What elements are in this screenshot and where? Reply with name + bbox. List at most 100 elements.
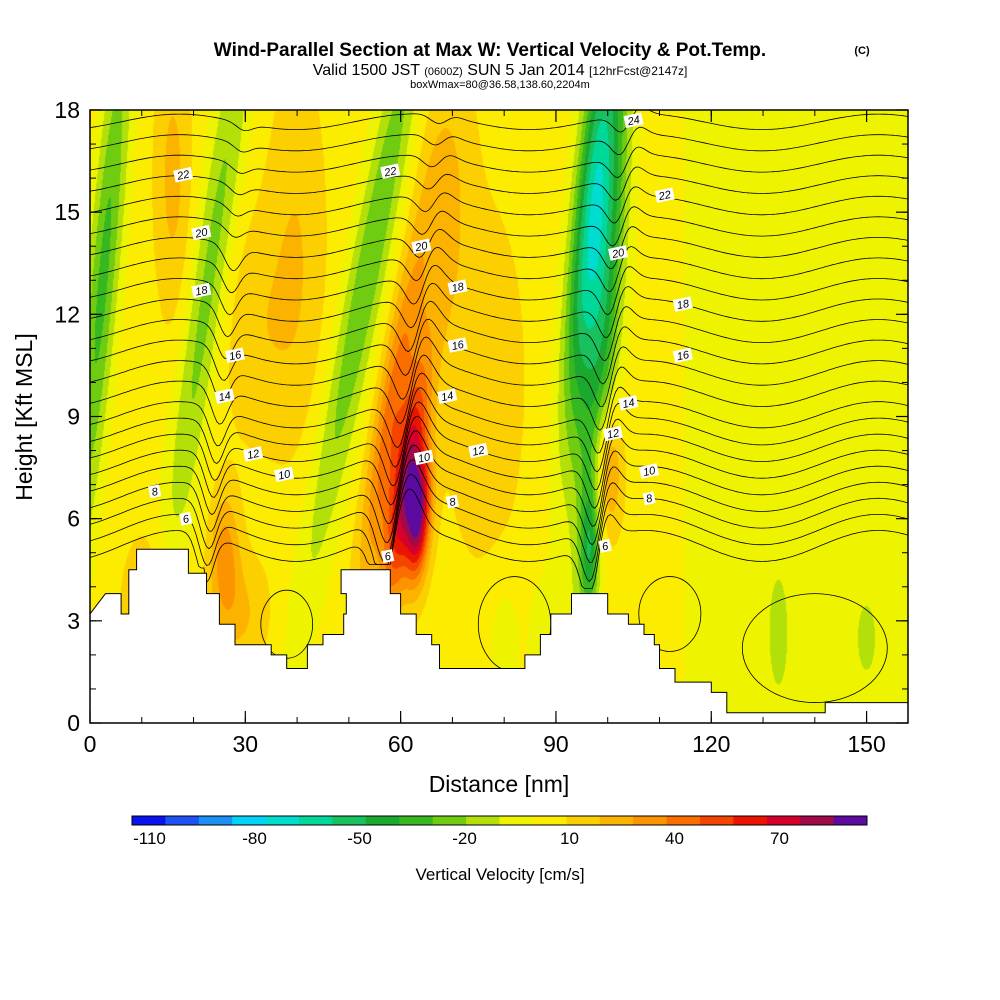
colorbar-tick-label: 70 [770, 829, 789, 848]
theta-contour-line [90, 186, 908, 224]
colorbar-swatch [299, 816, 333, 825]
colorbar-swatch [766, 816, 801, 825]
theta-label-box [148, 484, 162, 499]
colorbar-swatch [232, 816, 267, 825]
colorbar-swatch [332, 816, 367, 825]
theta-label-box [380, 163, 401, 180]
colorbar-swatch [432, 816, 467, 825]
colorbar-swatch [365, 816, 400, 825]
theta-label-box [274, 466, 295, 483]
theta-label-group: 16 [672, 347, 693, 363]
theta-contour-line [90, 226, 908, 272]
x-tick-label: 90 [543, 731, 569, 757]
y-tick-label: 0 [67, 710, 80, 736]
theta-label-box [173, 166, 194, 183]
y-tick-label: 18 [54, 97, 80, 123]
theta-contour-label: 10 [642, 465, 657, 479]
theta-contour-label: 18 [451, 281, 466, 295]
colorbar-swatch [165, 816, 200, 825]
colorbar-swatch [132, 816, 166, 825]
theta-label-group: 12 [468, 442, 489, 459]
terrain-mask [90, 548, 908, 723]
theta-label-box [447, 279, 468, 295]
subtitle-zulu: (0600Z) [424, 66, 463, 78]
theta-label-box [381, 549, 395, 564]
colorbar-swatch [733, 816, 768, 825]
theta-label-box [468, 442, 489, 459]
theta-contour-label: 16 [451, 339, 466, 353]
theta-contour-line [90, 444, 908, 546]
theta-contour-label: 6 [384, 550, 393, 563]
y-tick-label: 12 [54, 301, 80, 327]
colorbar-swatch [599, 816, 634, 825]
theta-contour-label: 20 [193, 226, 209, 241]
theta-label-group: 6 [598, 538, 612, 553]
y-tick-label: 9 [67, 404, 80, 430]
theta-label-box [413, 449, 434, 466]
theta-contour-loop [638, 576, 702, 652]
colorbar-tick-label: -50 [347, 829, 372, 848]
x-axis-label: Distance [nm] [429, 771, 570, 797]
x-tick-label: 150 [847, 731, 885, 757]
theta-contour-label: 10 [417, 451, 432, 465]
theta-label-box [608, 245, 629, 261]
x-tick-label: 30 [233, 731, 259, 757]
theta-contours [90, 0, 908, 703]
theta-contour-label: 10 [277, 468, 292, 482]
theta-contour-label: 18 [194, 284, 209, 298]
theta-label-group: 14 [214, 388, 235, 404]
theta-label-group: 16 [224, 347, 246, 363]
theta-contour-label: 22 [382, 165, 397, 179]
colorbar-label: Vertical Velocity [cm/s] [415, 865, 584, 884]
colorbar-swatch [265, 816, 300, 825]
theta-label-group: 22 [173, 166, 194, 183]
theta-contour-line [90, 300, 908, 362]
theta-label-box [672, 296, 693, 312]
theta-label-box [639, 463, 660, 479]
theta-label-box [642, 491, 656, 506]
theta-contour-line [90, 459, 908, 564]
theta-contour-line [90, 401, 908, 491]
colorbar-frame [131, 815, 868, 826]
theta-contour-line [90, 318, 908, 385]
theta-contour-line [90, 415, 908, 509]
theta-contour-line [90, 0, 908, 2]
theta-label-group: 8 [642, 491, 656, 506]
theta-contour-label: 8 [151, 486, 160, 499]
theta-contour-line [90, 110, 908, 133]
theta-label-group: 14 [618, 395, 639, 411]
y-axis: 0 3 6 9 12 15 18 [54, 97, 908, 736]
theta-label-group: 8 [148, 484, 162, 499]
theta-label-box [411, 238, 432, 254]
theta-label-group: 20 [411, 238, 432, 255]
x-tick-label: 120 [692, 731, 730, 757]
theta-label-group: 18 [672, 296, 693, 312]
colorbar-swatch [699, 816, 734, 825]
subtitle-forecast: [12hrFcst@2147z] [589, 64, 687, 78]
theta-label-group: 20 [191, 224, 212, 241]
theta-contour-label: 14 [440, 390, 454, 404]
theta-label-group: 6 [179, 511, 193, 526]
theta-contour-label: 24 [626, 114, 641, 128]
theta-contour-line [90, 264, 908, 316]
colorbar-tick-label: -80 [242, 829, 267, 848]
colorbar-tick-label: 40 [665, 829, 684, 848]
colorbar-tick-label: -20 [452, 829, 477, 848]
theta-label-group: 14 [437, 388, 458, 404]
theta-label-box [191, 224, 212, 241]
theta-label-box [445, 494, 460, 509]
theta-label-group: 24 [623, 112, 644, 129]
plot-area: 22 20 18 16 14 12 10 8 6 22 20 18 16 14 12 10 8 6 24 22 20 18… [90, 0, 908, 723]
theta-label-group: 12 [602, 425, 623, 442]
theta-contour-line [90, 354, 908, 431]
y-tick-label: 3 [67, 608, 80, 634]
theta-contour-line [90, 126, 908, 156]
x-axis: 0 30 60 90 120 150 [84, 110, 886, 757]
theta-contour-label: 14 [218, 390, 232, 404]
theta-label-box [654, 187, 675, 203]
theta-contour-labels: 22 20 18 16 14 12 10 8 6 22 20 18 16 14 12 10 8 6 24 22 20 18… [148, 112, 693, 564]
theta-label-group: 8 [445, 494, 460, 509]
theta-contour-label: 14 [621, 397, 635, 411]
theta-label-group: 16 [447, 337, 468, 353]
colorbar-swatch [532, 816, 567, 825]
